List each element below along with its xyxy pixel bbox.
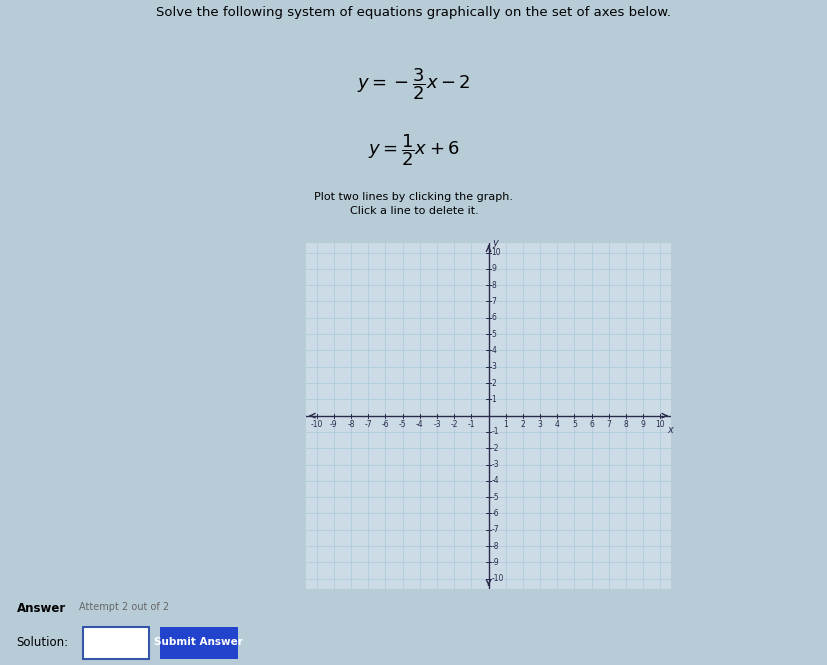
Text: 6: 6 [491, 313, 496, 323]
Text: -7: -7 [364, 420, 371, 429]
Text: -1: -1 [491, 428, 499, 436]
Text: Submit Answer: Submit Answer [154, 637, 243, 647]
Text: Solve the following system of equations graphically on the set of axes below.: Solve the following system of equations … [156, 6, 671, 19]
Text: 7: 7 [605, 420, 610, 429]
Text: y: y [491, 238, 497, 248]
Text: 1: 1 [503, 420, 508, 429]
Text: 8: 8 [623, 420, 628, 429]
Text: 5: 5 [571, 420, 576, 429]
Text: 9: 9 [491, 264, 496, 273]
Text: 8: 8 [491, 281, 495, 290]
Text: -6: -6 [491, 509, 499, 518]
Text: -7: -7 [491, 525, 499, 534]
Text: 4: 4 [554, 420, 559, 429]
Text: Plot two lines by clicking the graph.
Click a line to delete it.: Plot two lines by clicking the graph. Cl… [314, 192, 513, 215]
Text: -9: -9 [491, 558, 499, 567]
Text: 6: 6 [589, 420, 593, 429]
Text: 10: 10 [655, 420, 664, 429]
Text: -8: -8 [491, 541, 499, 551]
Text: -2: -2 [450, 420, 457, 429]
Text: $y=\dfrac{1}{2}x+6$: $y=\dfrac{1}{2}x+6$ [367, 132, 460, 168]
Text: -10: -10 [491, 575, 504, 583]
Text: -10: -10 [310, 420, 323, 429]
Text: -3: -3 [433, 420, 440, 429]
Text: $y=-\dfrac{3}{2}x-2$: $y=-\dfrac{3}{2}x-2$ [356, 66, 471, 102]
Text: 5: 5 [491, 330, 496, 338]
Text: -3: -3 [491, 460, 499, 469]
FancyBboxPatch shape [83, 626, 149, 659]
Text: 9: 9 [640, 420, 645, 429]
Text: Solution:: Solution: [17, 636, 69, 648]
Text: 2: 2 [491, 378, 495, 388]
Text: -6: -6 [381, 420, 389, 429]
FancyBboxPatch shape [160, 626, 238, 659]
Text: 4: 4 [491, 346, 496, 355]
Text: x: x [666, 424, 672, 435]
Text: 10: 10 [491, 248, 500, 257]
Text: -1: -1 [467, 420, 475, 429]
Text: -5: -5 [399, 420, 406, 429]
Text: Attempt 2 out of 2: Attempt 2 out of 2 [79, 602, 169, 612]
Text: 1: 1 [491, 395, 495, 404]
Text: -9: -9 [330, 420, 337, 429]
Text: -4: -4 [491, 476, 499, 485]
Text: -8: -8 [347, 420, 354, 429]
Text: 3: 3 [491, 362, 496, 371]
Text: 2: 2 [520, 420, 524, 429]
Text: 3: 3 [537, 420, 542, 429]
Text: -2: -2 [491, 444, 499, 453]
Text: -5: -5 [491, 493, 499, 501]
Text: Answer: Answer [17, 602, 65, 615]
Text: 7: 7 [491, 297, 496, 306]
Text: -4: -4 [415, 420, 423, 429]
